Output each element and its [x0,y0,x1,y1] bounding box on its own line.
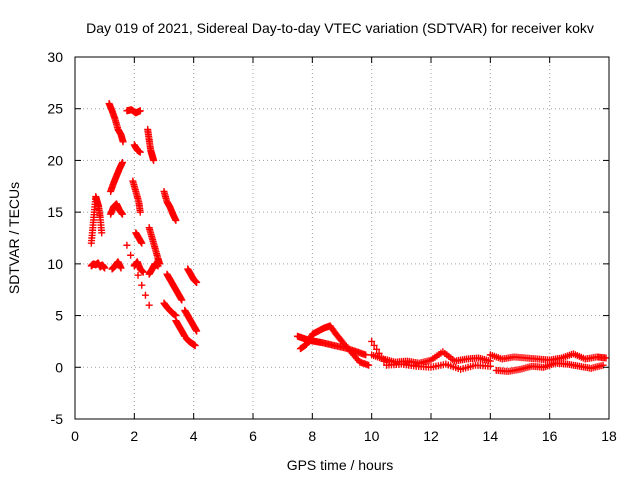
data-point [365,361,373,369]
x-tick-label: 8 [308,428,316,444]
series-arc-k [130,258,147,276]
data-point [145,301,153,309]
data-point [101,264,109,272]
data-point [136,107,144,115]
y-tick-label: 5 [55,308,63,324]
data-point [375,349,383,357]
plot-frame [74,56,610,420]
data-point [362,351,370,359]
series-arc-f [108,258,125,273]
series-arc-e [107,158,126,195]
data-point [172,216,180,224]
y-tick-label: 10 [47,256,63,272]
series-arc-m [144,125,158,164]
x-tick-label: 10 [364,428,380,444]
x-tick-label: 2 [130,428,138,444]
data-point [134,271,142,279]
series-arc-b [87,259,109,272]
data-point [136,148,144,156]
series-arc-q [160,299,180,320]
x-tick-label: 18 [601,428,617,444]
data-point [127,251,135,259]
series-arc-a [87,193,106,247]
series-arc-u [182,334,199,350]
data-point [138,281,146,289]
series-arc-aa [486,350,610,364]
data-point [150,156,158,164]
y-tick-label: 20 [47,152,63,168]
series-arc-g [123,106,144,117]
y-tick-label: 15 [47,204,63,220]
data-point [139,268,147,276]
x-axis-label: GPS time / hours [287,457,394,473]
data-point [118,158,126,166]
data-point [154,262,162,270]
series-arc-ab [492,359,607,375]
series-arc-p [160,187,180,224]
data-point [138,239,146,247]
x-tick-label: 12 [423,428,439,444]
x-tick-label: 14 [483,428,499,444]
y-tick-label: 30 [47,49,63,65]
data-point [118,210,126,218]
data-point [178,296,186,304]
y-tick-label: -5 [51,411,64,427]
series-arc-x [296,322,373,369]
data-point [193,327,201,335]
x-tick-label: 0 [71,428,79,444]
series-arc-z [368,337,494,373]
data-point [98,229,106,237]
series-arc-r [163,270,186,304]
series-arc-l [123,241,153,309]
series-arc-v [184,265,201,286]
y-tick-label: 25 [47,101,63,117]
series-arc-j [132,229,146,247]
data-point [486,362,494,370]
x-tick-label: 16 [542,428,558,444]
chart-title: Day 019 of 2021, Sidereal Day-to-day VTE… [86,20,594,36]
data-point [123,241,131,249]
data-point [368,337,376,345]
series-arc-t [181,306,201,335]
grid-lines [75,57,609,419]
y-tick-label: 0 [55,359,63,375]
data-point [117,264,125,272]
data-point [380,357,388,365]
data-points [87,100,610,375]
series-arc-o [145,260,162,278]
data-point [119,138,127,146]
y-axis-label: SDTVAR / TECUs [6,182,22,294]
data-point [193,278,201,286]
series-arc-n [145,224,164,268]
series-arc-i [130,141,144,156]
data-point [130,261,138,269]
data-point [370,341,378,349]
x-tick-label: 4 [190,428,198,444]
data-point [602,354,610,362]
data-point [373,345,381,353]
series-arc-h [129,177,144,216]
series-arc-c [105,100,127,146]
axis-ticks: 0 2 4 6 8 10 12 14 16 18 -5 0 5 10 15 20 25 30 [47,49,617,444]
data-point [136,208,144,216]
x-tick-label: 6 [249,428,257,444]
series-arc-d [107,200,126,218]
series-arc-s [172,317,189,340]
data-point [191,342,199,350]
data-point [141,291,149,299]
data-point [378,353,386,361]
